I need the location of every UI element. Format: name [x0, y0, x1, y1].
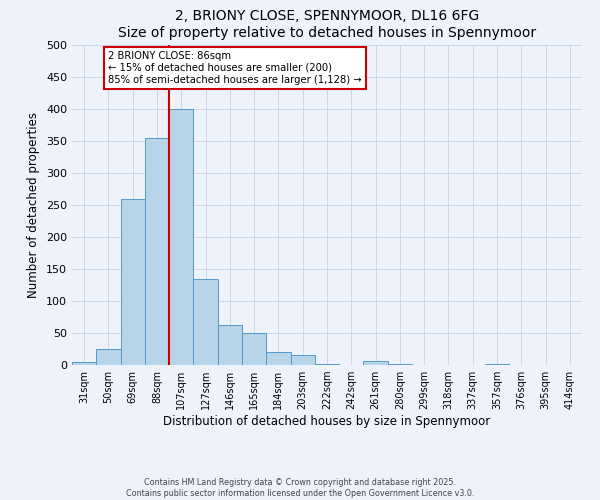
Text: 2 BRIONY CLOSE: 86sqm
← 15% of detached houses are smaller (200)
85% of semi-det: 2 BRIONY CLOSE: 86sqm ← 15% of detached … — [109, 52, 362, 84]
Bar — [72, 362, 96, 365]
X-axis label: Distribution of detached houses by size in Spennymoor: Distribution of detached houses by size … — [163, 415, 491, 428]
Bar — [290, 356, 315, 365]
Bar — [242, 333, 266, 365]
Bar — [193, 278, 218, 365]
Bar — [121, 198, 145, 365]
Title: 2, BRIONY CLOSE, SPENNYMOOR, DL16 6FG
Size of property relative to detached hous: 2, BRIONY CLOSE, SPENNYMOOR, DL16 6FG Si… — [118, 10, 536, 40]
Bar — [485, 364, 509, 365]
Bar — [169, 109, 193, 365]
Bar — [315, 364, 339, 365]
Bar — [145, 138, 169, 365]
Bar — [364, 360, 388, 365]
Bar — [388, 364, 412, 365]
Text: Contains HM Land Registry data © Crown copyright and database right 2025.
Contai: Contains HM Land Registry data © Crown c… — [126, 478, 474, 498]
Bar — [218, 326, 242, 365]
Bar — [96, 349, 121, 365]
Bar — [266, 352, 290, 365]
Y-axis label: Number of detached properties: Number of detached properties — [28, 112, 40, 298]
